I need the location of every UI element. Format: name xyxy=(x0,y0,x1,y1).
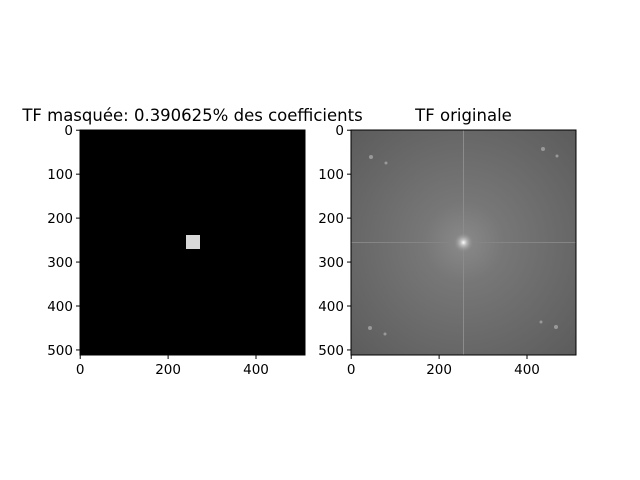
y-tick-label: 200 xyxy=(47,211,73,227)
y-tick-label: 400 xyxy=(47,299,73,315)
axes-title: TF originale xyxy=(414,106,512,125)
x-tick-label: 0 xyxy=(347,362,356,378)
x-tick-label: 200 xyxy=(426,362,452,378)
axes-frame xyxy=(350,129,577,356)
x-tick-label: 200 xyxy=(155,362,181,378)
y-tick-label: 0 xyxy=(64,123,73,139)
x-tick-label: 400 xyxy=(514,362,540,378)
y-tick-label: 100 xyxy=(47,167,73,183)
image-spectrum xyxy=(351,130,576,355)
axes-frame xyxy=(79,129,306,356)
axes-title: TF masquée: 0.390625% des coefficients xyxy=(21,106,362,125)
x-tick-label: 400 xyxy=(243,362,269,378)
y-tick-label: 100 xyxy=(318,167,344,183)
y-tick-label: 0 xyxy=(335,123,344,139)
y-tick-label: 500 xyxy=(47,343,73,359)
y-tick-label: 300 xyxy=(47,255,73,271)
y-tick-label: 400 xyxy=(318,299,344,315)
image-masked xyxy=(80,130,305,355)
y-tick-label: 500 xyxy=(318,343,344,359)
x-tick-label: 0 xyxy=(76,362,85,378)
y-tick-label: 300 xyxy=(318,255,344,271)
y-tick-label: 200 xyxy=(318,211,344,227)
